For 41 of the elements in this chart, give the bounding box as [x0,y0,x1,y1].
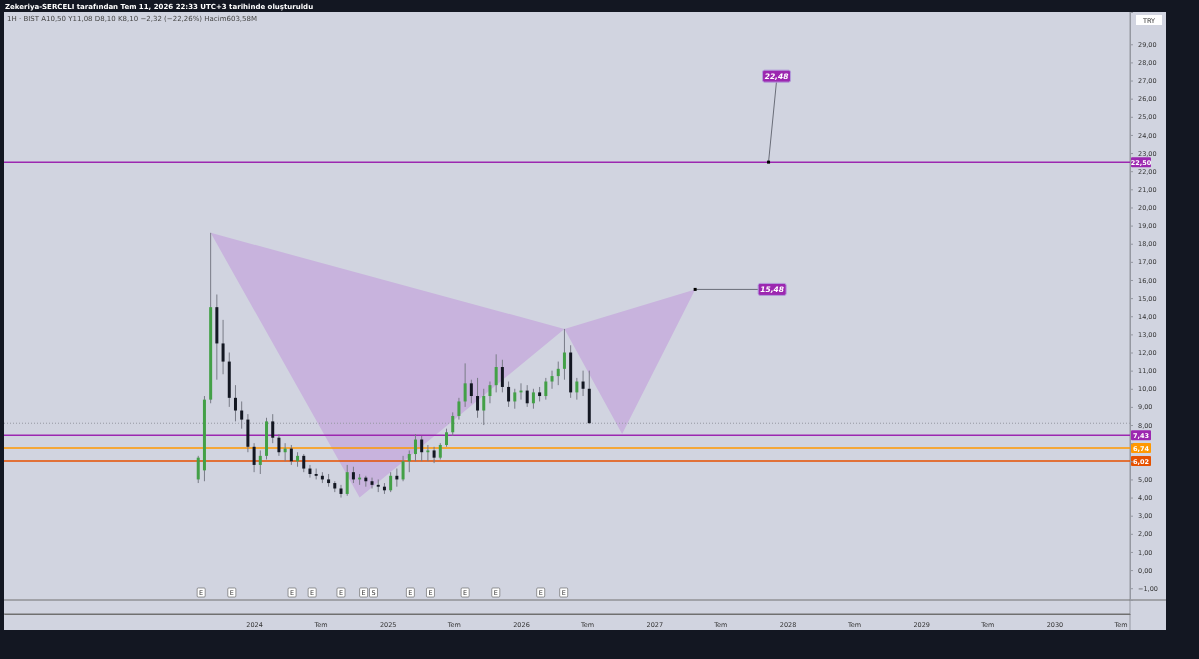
candlestick [556,361,560,386]
candlestick [271,413,275,444]
candlestick [277,433,281,457]
candlestick [476,377,480,419]
candlestick [345,464,349,497]
candlestick [401,455,405,482]
candlestick [544,377,548,401]
candlestick [531,388,535,410]
candlestick [500,359,504,393]
candlestick [575,377,579,401]
candlestick [469,379,473,404]
candlestick [457,397,461,421]
candlestick [407,449,411,473]
candlestick [196,455,200,484]
candlestick [525,384,529,408]
candlestick [339,484,343,499]
candlestick [463,362,467,408]
candlestick [389,471,393,493]
candlestick [413,433,417,462]
candlestick [507,381,511,408]
candlestick [252,442,256,473]
candlestick [488,381,492,404]
candlestick [370,477,374,489]
candlestick [513,388,517,410]
candlestick [240,400,244,430]
candlestick [420,435,424,462]
candlestick [562,328,566,381]
candlestick [289,444,293,466]
candlestick [221,319,225,375]
candlestick [426,444,430,462]
candlestick [494,353,498,393]
candlestick [302,453,306,473]
candlestick [233,384,237,422]
candlestick [581,370,585,397]
candlestick [550,370,554,390]
candlestick [308,464,312,479]
candlestick [482,388,486,426]
candlestick [258,449,262,475]
candlestick [445,428,449,448]
candlestick [451,411,455,437]
candlestick [432,446,436,464]
